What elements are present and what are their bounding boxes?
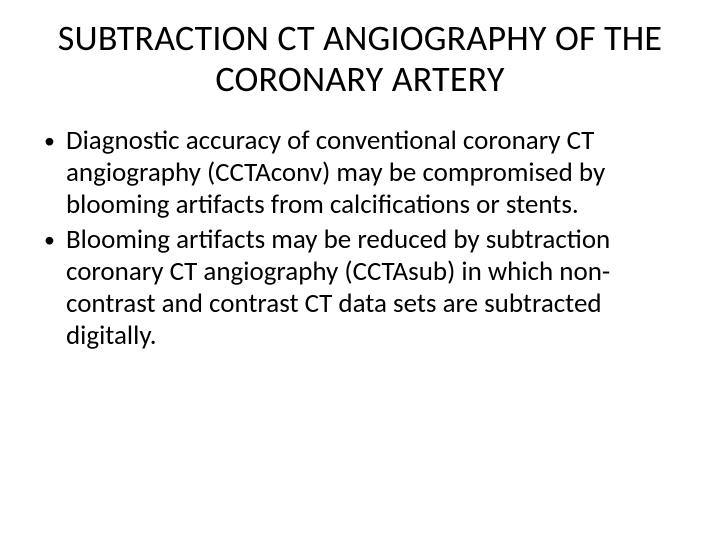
bullet-icon: • (44, 224, 66, 256)
bullet-text: Blooming artifacts may be reduced by sub… (66, 224, 690, 351)
slide-body: • Diagnostic accuracy of conventional co… (30, 125, 690, 352)
bullet-text: Diagnostic accuracy of conventional coro… (66, 125, 690, 221)
list-item: • Diagnostic accuracy of conventional co… (44, 125, 690, 221)
bullet-icon: • (44, 125, 66, 157)
slide-title: SUBTRACTION CT ANGIOGRAPHY OF THE CORONA… (30, 18, 690, 101)
slide: SUBTRACTION CT ANGIOGRAPHY OF THE CORONA… (0, 0, 720, 540)
list-item: • Blooming artifacts may be reduced by s… (44, 224, 690, 351)
